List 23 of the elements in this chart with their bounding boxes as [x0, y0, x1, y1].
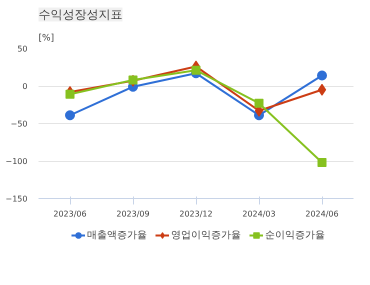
y-tick-label: −150 — [6, 194, 28, 204]
y-tick-label: 50 — [17, 44, 28, 54]
legend-label: 순이익증가율 — [265, 229, 325, 242]
chart-title: 수익성장성지표 — [38, 8, 122, 22]
y-tick-label: −50 — [10, 120, 28, 128]
x-tick-label: 2024/06 — [305, 210, 339, 218]
point — [317, 70, 327, 80]
point — [192, 66, 200, 75]
x-tick-label: 2023/06 — [53, 210, 87, 218]
point — [65, 110, 75, 120]
y-tick-label: 0 — [22, 82, 28, 91]
legend-label: 영업이익증가율 — [171, 229, 241, 242]
y-tick-label: −100 — [6, 157, 28, 166]
point — [318, 158, 326, 167]
y-axis-title: [%] — [38, 34, 54, 44]
point — [254, 98, 264, 108]
point — [66, 90, 74, 99]
x-tick-label: 2024/03 — [242, 210, 276, 218]
x-tick-label: 2023/12 — [179, 210, 213, 218]
legend-label: 매출액증가율 — [87, 229, 147, 242]
point — [318, 84, 326, 96]
point — [128, 76, 138, 84]
x-tick-label: 2023/09 — [116, 210, 150, 218]
